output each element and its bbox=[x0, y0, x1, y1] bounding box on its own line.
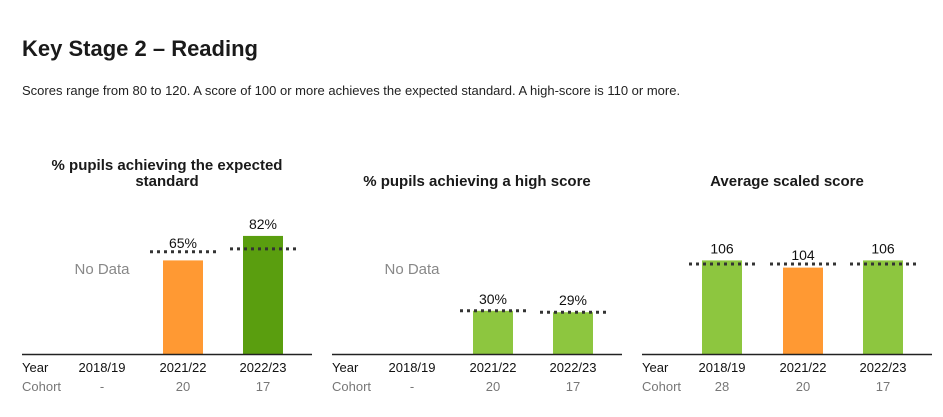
x-tick-label: 2018/19 bbox=[79, 360, 126, 375]
x-tick-label: 2021/22 bbox=[160, 360, 207, 375]
chart-svg: No Data 2018/19 - 30% 2021/22 20 29% 2022/23 17 Y… bbox=[332, 261, 622, 394]
bar bbox=[863, 260, 903, 354]
chart-svg: No Data 2018/19 - 65% 2021/22 20 82% 2022/23 17 Y… bbox=[22, 216, 312, 394]
bar bbox=[243, 235, 283, 354]
chart-high-score: % pupils achieving a high score No Data 2… bbox=[332, 150, 622, 410]
cohort-row-label: Cohort bbox=[22, 379, 61, 394]
data-label: 30% bbox=[479, 291, 507, 307]
cohort-value: - bbox=[410, 379, 414, 394]
bar bbox=[783, 267, 823, 354]
cohort-value: - bbox=[100, 379, 104, 394]
chart-svg: 106 2018/19 28 104 2021/22 20 106 2022/23 17 Year… bbox=[642, 240, 932, 394]
chart-title: Average scaled score bbox=[710, 173, 864, 190]
x-tick-label: 2018/19 bbox=[699, 360, 746, 375]
bar bbox=[473, 310, 513, 354]
bar bbox=[702, 260, 742, 354]
bar bbox=[553, 312, 593, 354]
page-subtitle: Scores range from 80 to 120. A score of … bbox=[22, 83, 681, 98]
no-data-label: No Data bbox=[384, 261, 440, 278]
year-row-label: Year bbox=[332, 360, 359, 375]
data-label: 65% bbox=[169, 235, 197, 251]
chart-title: % pupils achieving a high score bbox=[363, 173, 591, 190]
x-tick-label: 2022/23 bbox=[860, 360, 907, 375]
cohort-row-label: Cohort bbox=[332, 379, 371, 394]
x-tick-label: 2018/19 bbox=[389, 360, 436, 375]
data-label: 29% bbox=[559, 292, 587, 308]
chart-expected-standard: % pupils achieving the expected standard… bbox=[22, 150, 312, 410]
x-tick-label: 2022/23 bbox=[240, 360, 287, 375]
x-tick-label: 2021/22 bbox=[470, 360, 517, 375]
no-data-label: No Data bbox=[74, 261, 130, 278]
cohort-value: 17 bbox=[256, 379, 270, 394]
cohort-row-label: Cohort bbox=[642, 379, 681, 394]
x-tick-label: 2021/22 bbox=[780, 360, 827, 375]
cohort-value: 20 bbox=[796, 379, 810, 394]
cohort-value: 17 bbox=[876, 379, 890, 394]
cohort-value: 17 bbox=[566, 379, 580, 394]
x-tick-label: 2022/23 bbox=[550, 360, 597, 375]
data-label: 104 bbox=[791, 247, 815, 263]
data-label: 106 bbox=[871, 240, 895, 256]
chart-average-scaled-score: Average scaled score 106 2018/19 28 104 2021… bbox=[642, 150, 932, 410]
data-label: 106 bbox=[710, 240, 734, 256]
bar bbox=[163, 260, 203, 354]
data-label: 82% bbox=[249, 216, 277, 232]
cohort-value: 20 bbox=[176, 379, 190, 394]
cohort-value: 28 bbox=[715, 379, 729, 394]
chart-title: % pupils achieving the expected standard bbox=[51, 157, 283, 190]
year-row-label: Year bbox=[22, 360, 49, 375]
cohort-value: 20 bbox=[486, 379, 500, 394]
year-row-label: Year bbox=[642, 360, 669, 375]
page-title: Key Stage 2 – Reading bbox=[22, 36, 258, 61]
